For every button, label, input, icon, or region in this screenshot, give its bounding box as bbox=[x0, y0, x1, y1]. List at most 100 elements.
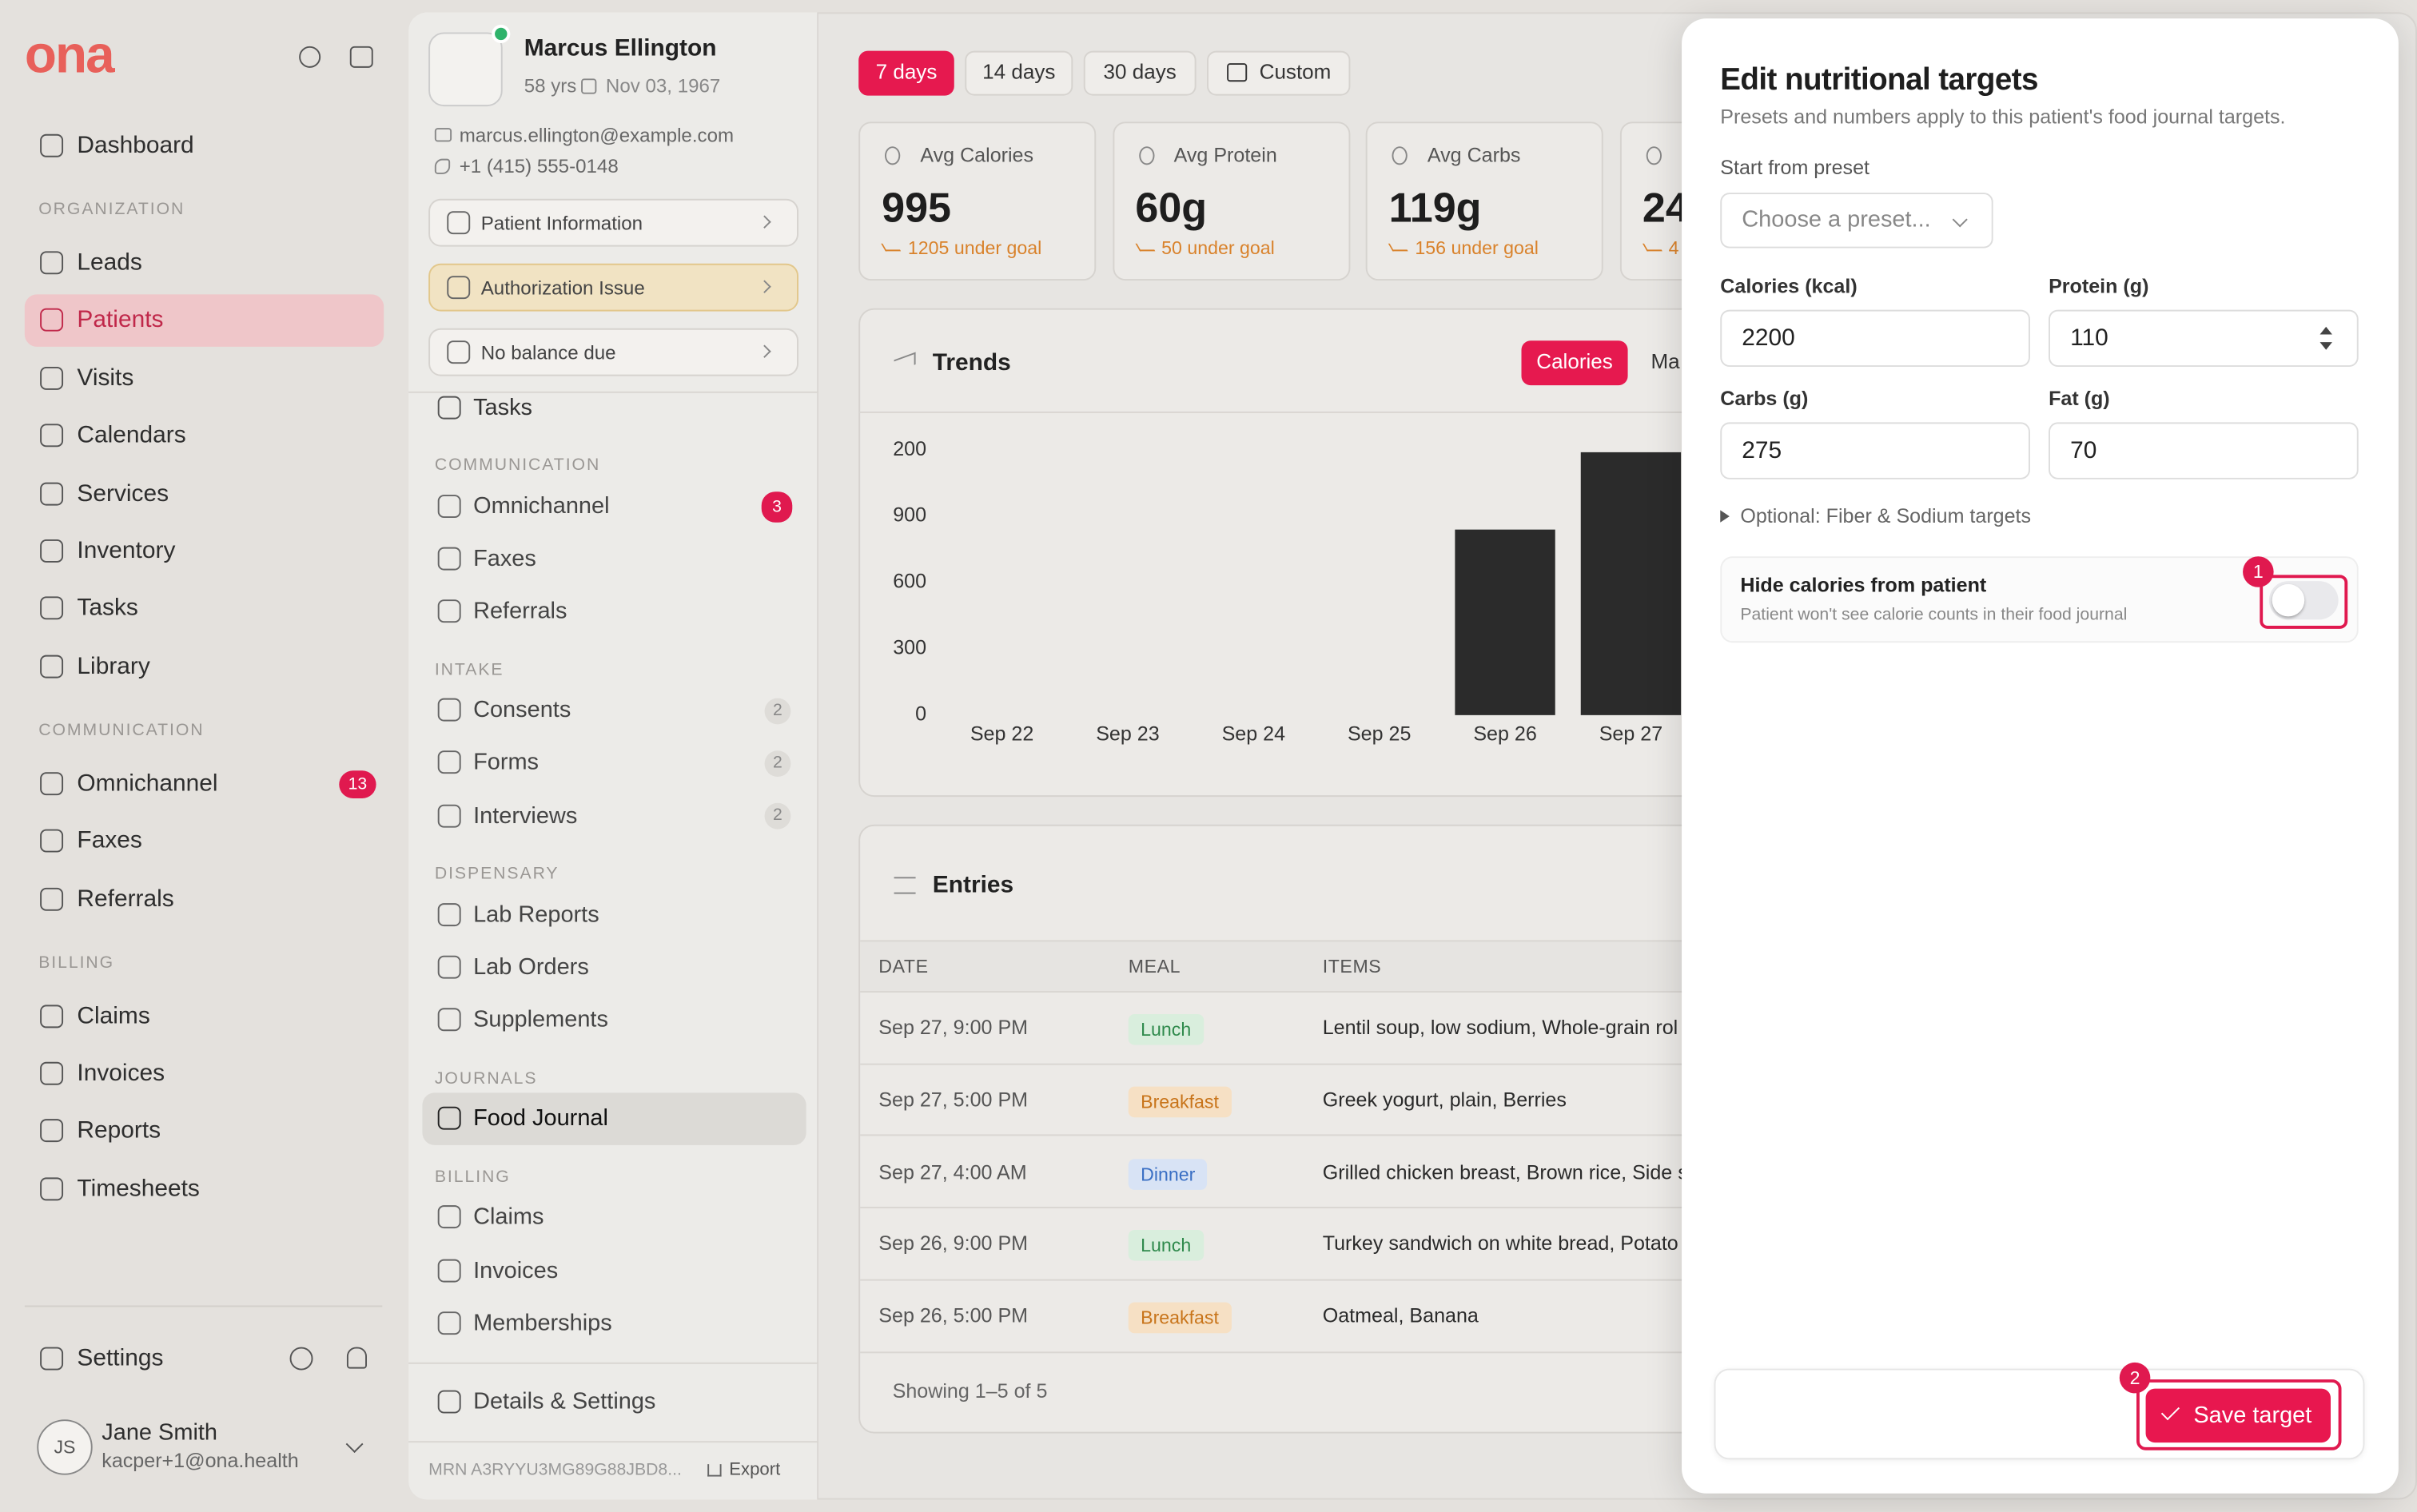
nav-item[interactable]: Reports bbox=[77, 1117, 161, 1144]
patient-email: marcus.ellington@example.com bbox=[459, 125, 735, 147]
toggle-sub: Patient won't see calorie counts in thei… bbox=[1740, 605, 2128, 625]
patient-nav-item[interactable]: Memberships bbox=[473, 1310, 612, 1336]
patient-nav-item[interactable]: Interviews bbox=[473, 802, 578, 829]
divider bbox=[24, 1305, 383, 1307]
patient-nav-item[interactable]: Referrals bbox=[473, 598, 567, 625]
help-icon[interactable] bbox=[289, 1347, 313, 1371]
patient-card-label: Authorization Issue bbox=[480, 277, 645, 299]
entry-date: Sep 27, 4:00 AM bbox=[878, 1160, 1027, 1184]
icon bbox=[40, 1347, 64, 1371]
patient-nav-item[interactable]: Lab Orders bbox=[473, 953, 589, 981]
toggle-knob bbox=[2272, 583, 2305, 617]
range-tab-label: 30 days bbox=[1103, 60, 1177, 84]
nav-item[interactable]: Tasks bbox=[77, 595, 138, 622]
export[interactable]: Export bbox=[729, 1461, 781, 1480]
logo: ona bbox=[24, 26, 115, 86]
icon bbox=[437, 494, 461, 518]
patient-nav-item[interactable]: Consents bbox=[473, 696, 571, 723]
icon bbox=[447, 275, 471, 299]
patient-name: Marcus Ellington bbox=[524, 35, 717, 62]
entry-items: Turkey sandwich on white bread, Potato bbox=[1322, 1231, 1678, 1255]
mode-btn[interactable] bbox=[1521, 340, 1628, 386]
input-value: 110 bbox=[2070, 324, 2108, 352]
save-label[interactable]: Save target bbox=[2193, 1402, 2312, 1429]
disclosure-arrow bbox=[1720, 510, 1730, 523]
stat-value: 24 bbox=[1642, 185, 1689, 232]
stat-value: 119g bbox=[1388, 185, 1482, 232]
mode-label[interactable]: Ma bbox=[1650, 349, 1680, 373]
step-marker: 1 bbox=[2243, 556, 2274, 587]
table-header-bg bbox=[860, 940, 1721, 993]
range-tab[interactable] bbox=[965, 50, 1073, 96]
save-button[interactable] bbox=[2145, 1388, 2331, 1443]
field-label: Fat (g) bbox=[2049, 387, 2110, 410]
patient-nav-item[interactable]: Forms bbox=[473, 750, 540, 776]
number-input[interactable] bbox=[2049, 309, 2359, 367]
icon bbox=[40, 597, 64, 621]
input-value: 275 bbox=[1742, 437, 1782, 464]
nav-item[interactable]: Settings bbox=[77, 1345, 164, 1372]
nav-section: ORGANIZATION bbox=[38, 200, 185, 219]
mode-label[interactable]: Calories bbox=[1536, 349, 1613, 373]
number-input[interactable] bbox=[1720, 422, 2030, 479]
patient-card[interactable] bbox=[428, 263, 798, 312]
row-divider bbox=[860, 1135, 1721, 1136]
patient-panel bbox=[408, 12, 819, 1500]
panel-toggle[interactable] bbox=[349, 46, 373, 68]
avatar-initials: JS bbox=[54, 1436, 76, 1458]
patient-avatar bbox=[428, 32, 503, 107]
patient-nav-item[interactable]: Details & Settings bbox=[473, 1388, 656, 1415]
number-input[interactable] bbox=[1720, 309, 2030, 367]
patient-nav-active-bg bbox=[422, 1092, 806, 1146]
optional-toggle[interactable]: Optional: Fiber & Sodium targets bbox=[1740, 503, 2032, 527]
patient-nav-badge: 2 bbox=[764, 750, 791, 777]
range-tab[interactable] bbox=[1083, 50, 1197, 96]
bell-icon[interactable] bbox=[346, 1347, 367, 1369]
stat-note: 50 under goal bbox=[1161, 237, 1275, 259]
patient-card[interactable] bbox=[428, 198, 798, 247]
icon bbox=[437, 955, 461, 979]
range-tab[interactable] bbox=[1207, 50, 1351, 96]
nav-item[interactable]: Inventory bbox=[77, 538, 176, 564]
patient-nav-item[interactable]: Invoices bbox=[473, 1256, 559, 1283]
nav-item[interactable]: Omnichannel bbox=[77, 770, 218, 797]
nav-item[interactable]: Library bbox=[77, 653, 150, 680]
nav-item[interactable]: Claims bbox=[77, 1002, 150, 1029]
nav-item[interactable]: Calendars bbox=[77, 422, 186, 449]
icon bbox=[437, 396, 461, 420]
export-icon bbox=[707, 1464, 722, 1477]
patient-nav-item[interactable]: Omnichannel bbox=[473, 492, 610, 519]
patient-nav-item[interactable]: Lab Reports bbox=[473, 901, 599, 928]
patient-nav-item[interactable]: Claims bbox=[473, 1204, 544, 1231]
nav-item[interactable]: Referrals bbox=[77, 885, 174, 912]
patient-nav-item[interactable]: Supplements bbox=[473, 1006, 608, 1033]
user-email: kacper+1@ona.health bbox=[102, 1448, 299, 1472]
nav-item[interactable]: Timesheets bbox=[77, 1176, 200, 1202]
icon bbox=[40, 308, 64, 332]
preset-select[interactable] bbox=[1720, 193, 1993, 249]
entries-footer: Showing 1–5 of 5 bbox=[892, 1379, 1048, 1403]
entry-date: Sep 27, 9:00 PM bbox=[878, 1015, 1029, 1039]
nav-item[interactable]: Services bbox=[77, 479, 169, 507]
icon bbox=[437, 547, 461, 571]
highlight-box bbox=[2260, 575, 2348, 629]
patient-card[interactable] bbox=[428, 328, 798, 376]
nav-item[interactable]: Leads bbox=[77, 249, 142, 277]
icon bbox=[437, 599, 461, 623]
nav-item[interactable]: Patients bbox=[77, 307, 164, 334]
stat-card bbox=[1365, 121, 1603, 281]
nav-item[interactable]: Faxes bbox=[77, 828, 142, 854]
range-tab[interactable] bbox=[858, 50, 954, 96]
chevron[interactable] bbox=[345, 1435, 364, 1453]
nav-item[interactable]: Visits bbox=[77, 364, 134, 392]
patient-nav-item[interactable]: Food Journal bbox=[473, 1105, 608, 1132]
patient-nav-item[interactable]: Tasks bbox=[473, 394, 533, 421]
nav-item[interactable]: Dashboard bbox=[77, 132, 194, 159]
number-input[interactable] bbox=[2049, 422, 2359, 479]
patient-nav-item[interactable]: Faxes bbox=[473, 545, 536, 572]
divider bbox=[408, 391, 819, 393]
user-name: Jane Smith bbox=[102, 1419, 218, 1446]
nav-item[interactable]: Invoices bbox=[77, 1060, 165, 1087]
spin-down bbox=[2319, 342, 2332, 350]
search-icon[interactable] bbox=[299, 46, 321, 68]
